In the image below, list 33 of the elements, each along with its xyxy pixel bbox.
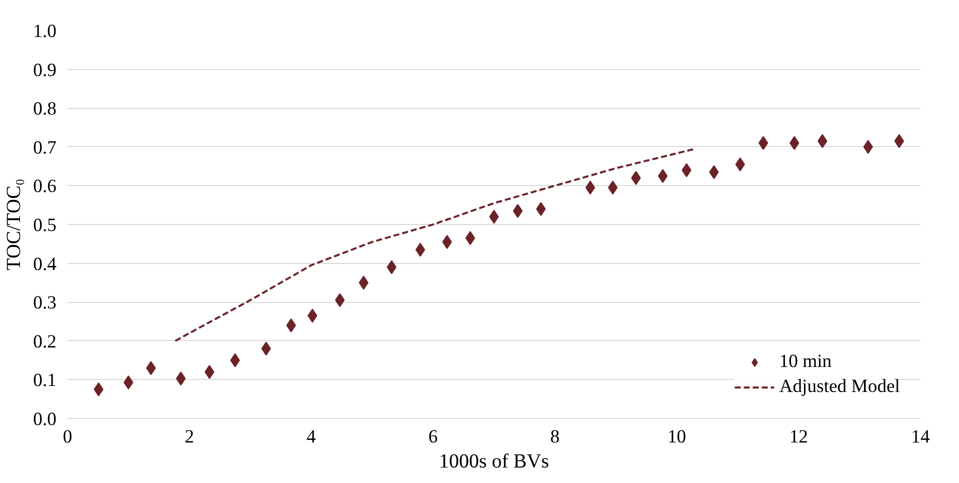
y-tick-label: 0.1: [33, 370, 57, 392]
point: [415, 242, 426, 257]
x-tick-label: 10: [667, 426, 686, 448]
point: [176, 372, 186, 386]
x-tick-label: 8: [550, 426, 560, 448]
point: [585, 180, 596, 195]
point: [758, 136, 768, 150]
x-tick-label: 4: [306, 426, 317, 448]
point: [465, 231, 476, 246]
point: [608, 180, 618, 195]
x-tick-label: 12: [789, 426, 808, 448]
legend-label: 10 min: [779, 351, 832, 373]
y-tick-label: 1.0: [33, 21, 57, 42]
x-axis-title: 1000s of BVs: [438, 450, 550, 472]
x-tick-label: 0: [62, 426, 72, 448]
point: [894, 134, 904, 148]
y-tick-label: 0.6: [33, 176, 57, 198]
y-tick-label: 0.4: [33, 254, 58, 275]
x-tick-label: 2: [184, 426, 194, 448]
y-tick-label: 0.3: [33, 292, 57, 314]
point: [658, 169, 668, 183]
x-tick-label: 14: [911, 426, 930, 448]
y-tick-label: 0.8: [33, 98, 57, 120]
point: [512, 204, 523, 218]
y-tick-label: 0.2: [33, 331, 57, 352]
legend-label: Adjusted Model: [779, 376, 900, 398]
y-tick-label: 0.9: [33, 60, 57, 81]
y-axis-title: TOC/TOC₀: [3, 178, 26, 270]
x-tick-label: 6: [428, 426, 438, 448]
line-series: [174, 148, 696, 342]
y-tick-label: 0.5: [33, 215, 57, 236]
y-tick-label: 0.0: [33, 409, 57, 430]
y-tick-label: 0.7: [33, 137, 57, 158]
